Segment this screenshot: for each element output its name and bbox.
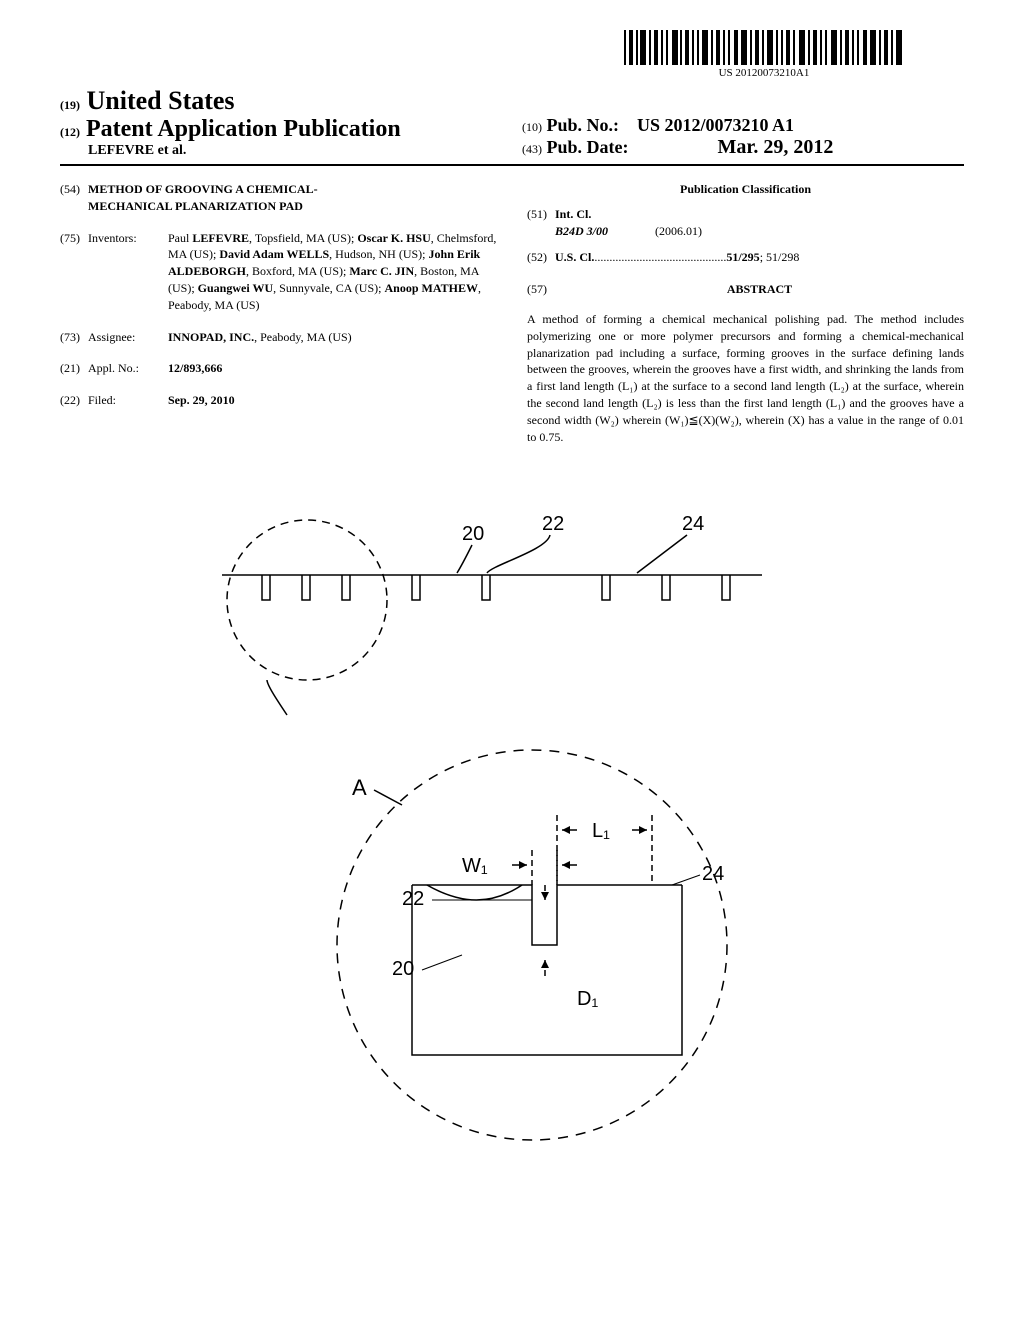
fig-label-24-top: 24 <box>682 513 704 535</box>
filed-value: Sep. 29, 2010 <box>168 393 235 407</box>
prefix-43: (43) <box>522 142 542 156</box>
prefix-19: (19) <box>60 98 80 112</box>
invention-title: METHOD OF GROOVING A CHEMICAL-MECHANICAL… <box>88 181 388 215</box>
applno-label: Appl. No.: <box>88 360 168 377</box>
fig-label-22-top: 22 <box>542 513 564 535</box>
authors: LEFEVRE et al. <box>88 143 186 158</box>
field-51: (51) <box>527 206 555 223</box>
pubno: US 2012/0073210 A1 <box>637 115 794 135</box>
field-54: (54) <box>60 181 88 215</box>
detail-view <box>412 885 682 1055</box>
abstract-label: ABSTRACT <box>555 281 964 298</box>
fig-label-A-top: A <box>292 485 307 490</box>
uscl-value: 51/295; 51/298 <box>726 249 799 266</box>
inventors-label: Inventors: <box>88 230 168 314</box>
header: (19) United States (12) Patent Applicati… <box>60 86 964 166</box>
intcl-date: (2006.01) <box>655 223 702 240</box>
filed-label: Filed: <box>88 392 168 409</box>
fig-label-20-top: 20 <box>462 523 484 545</box>
barcode-region: US 20120073210A1 <box>60 30 964 81</box>
fig-label-W1: W₁ <box>462 855 488 877</box>
assignee-value: INNOPAD, INC., Peabody, MA (US) <box>168 329 497 346</box>
fig-label-A-detail: A <box>352 775 367 800</box>
applno-value: 12/893,666 <box>168 361 222 375</box>
intcl-code: B24D 3/00 <box>555 223 655 240</box>
abstract-text: A method of forming a chemical mechanica… <box>527 311 964 445</box>
intcl-label: Int. Cl. <box>555 207 591 221</box>
barcode-text: US 20120073210A1 <box>624 67 904 79</box>
content-columns: (54) METHOD OF GROOVING A CHEMICAL-MECHA… <box>60 181 964 445</box>
barcode-svg <box>624 30 904 65</box>
country: United States <box>87 86 235 115</box>
fig-label-24-detail: 24 <box>702 863 724 885</box>
pubclass-title: Publication Classification <box>527 181 964 198</box>
prefix-12: (12) <box>60 125 80 139</box>
fig-label-L1: L₁ <box>592 820 610 842</box>
left-column: (54) METHOD OF GROOVING A CHEMICAL-MECHA… <box>60 181 497 445</box>
top-cross-section <box>222 520 762 715</box>
inventors-list: Paul LEFEVRE, Topsfield, MA (US); Oscar … <box>168 230 497 314</box>
prefix-10: (10) <box>522 120 542 134</box>
field-75: (75) <box>60 230 88 314</box>
right-column: Publication Classification (51) Int. Cl.… <box>527 181 964 445</box>
pubdate: Mar. 29, 2012 <box>718 136 834 158</box>
fig-label-D1: D₁ <box>577 988 598 1010</box>
fig-label-22-detail: 22 <box>402 888 424 910</box>
header-right: (10) Pub. No.: US 2012/0073210 A1 (43) P… <box>502 115 964 159</box>
fig-label-20-detail: 20 <box>392 958 414 980</box>
publication-type: Patent Application Publication <box>86 116 401 142</box>
patent-figure: 20 22 24 A A <box>60 485 964 1150</box>
barcode: US 20120073210A1 <box>624 30 904 79</box>
field-57: (57) <box>527 281 555 306</box>
field-21: (21) <box>60 360 88 377</box>
field-52: (52) <box>527 249 555 266</box>
assignee-label: Assignee: <box>88 329 168 346</box>
header-left: (19) United States (12) Patent Applicati… <box>60 86 502 159</box>
uscl-dots: ........................................… <box>594 249 726 266</box>
figure-svg: 20 22 24 A A <box>162 485 862 1145</box>
pubdate-label: Pub. Date: <box>547 137 629 157</box>
field-22: (22) <box>60 392 88 409</box>
field-73: (73) <box>60 329 88 346</box>
uscl-label: U.S. Cl. <box>555 250 594 264</box>
pubno-label: Pub. No.: <box>547 115 620 135</box>
